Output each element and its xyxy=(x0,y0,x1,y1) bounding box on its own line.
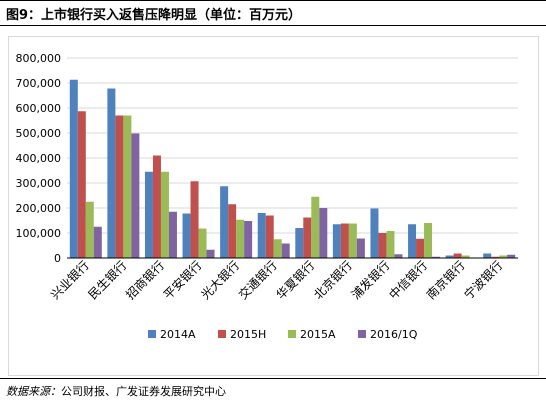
bar-2015A-3 xyxy=(198,228,207,258)
x-tick-label: 招商银行 xyxy=(123,258,168,303)
top-rule xyxy=(0,0,546,1)
bar-2015A-8 xyxy=(386,231,395,258)
bar-2015A-2 xyxy=(160,171,169,258)
bar-2015A-4 xyxy=(236,219,245,258)
y-tick-label: 0 xyxy=(54,252,61,265)
bar-2016-1Q-3 xyxy=(206,249,215,258)
legend-swatch xyxy=(218,330,226,338)
bar-2015A-9 xyxy=(424,223,433,258)
x-tick-label: 华夏银行 xyxy=(274,258,318,302)
bar-2016-1Q-11 xyxy=(507,254,516,258)
bar-2014A-1 xyxy=(107,88,116,258)
bar-2016-1Q-9 xyxy=(432,256,441,258)
bar-2015H-0 xyxy=(77,111,86,258)
legend-swatch xyxy=(148,330,156,338)
chart-frame xyxy=(8,36,539,376)
x-tick-label: 北京银行 xyxy=(311,258,355,302)
legend-label: 2015A xyxy=(300,328,336,341)
bar-2015H-9 xyxy=(416,238,425,258)
bar-2016-1Q-7 xyxy=(356,238,365,258)
x-tick-label: 浦发银行 xyxy=(348,258,393,303)
bar-2015H-8 xyxy=(378,233,387,258)
bar-2016-1Q-5 xyxy=(281,243,290,258)
x-tick-label: 南京银行 xyxy=(423,258,468,303)
bar-2015A-10 xyxy=(461,255,470,258)
bar-2015A-0 xyxy=(85,201,94,258)
x-tick-label: 平安银行 xyxy=(160,258,205,303)
bar-2014A-10 xyxy=(445,255,454,258)
legend-swatch xyxy=(358,330,366,338)
bar-2014A-3 xyxy=(182,213,191,258)
bar-2016-1Q-1 xyxy=(131,133,140,258)
legend-label: 2016/1Q xyxy=(370,328,418,341)
x-tick-label: 中信银行 xyxy=(386,258,431,303)
bar-2016-1Q-4 xyxy=(244,221,253,258)
bar-2014A-9 xyxy=(408,224,417,258)
bar-2015A-6 xyxy=(311,196,320,258)
bar-2014A-2 xyxy=(144,171,153,258)
bottom-rule xyxy=(0,378,546,379)
source-label: 数据来源： xyxy=(6,385,61,398)
bar-2015A-5 xyxy=(273,239,282,258)
bar-2015H-2 xyxy=(152,155,161,258)
bar-2015H-4 xyxy=(228,204,237,258)
x-tick-label: 交通银行 xyxy=(235,258,280,303)
bar-2015H-11 xyxy=(491,256,500,258)
bar-2014A-5 xyxy=(257,213,266,258)
y-tick-label: 100,000 xyxy=(16,227,62,240)
bar-2015A-7 xyxy=(348,223,357,258)
bar-2014A-0 xyxy=(69,79,78,258)
y-tick-label: 400,000 xyxy=(16,152,62,165)
bar-2015H-7 xyxy=(340,223,349,258)
bar-2014A-11 xyxy=(483,253,492,258)
x-tick-label: 光大银行 xyxy=(198,258,242,302)
y-tick-label: 800,000 xyxy=(16,52,62,65)
title-rule xyxy=(0,25,546,26)
bar-2015H-10 xyxy=(453,253,462,258)
figure-title: 图9：上市银行买入返售压降明显（单位：百万元） xyxy=(6,8,302,23)
bar-2015A-1 xyxy=(123,115,132,258)
legend-label: 2014A xyxy=(160,328,196,341)
bar-2015H-3 xyxy=(190,181,199,258)
source-text: 公司财报、广发证券发展研究中心 xyxy=(61,385,226,398)
x-tick-label: 民生银行 xyxy=(86,258,130,302)
source-note: 数据来源：公司财报、广发证券发展研究中心 xyxy=(6,383,226,399)
bar-2014A-4 xyxy=(220,186,229,258)
bar-2015A-11 xyxy=(499,255,508,258)
y-tick-label: 300,000 xyxy=(16,177,62,190)
bar-2015H-1 xyxy=(115,115,124,258)
bar-2014A-6 xyxy=(295,228,304,258)
y-tick-label: 200,000 xyxy=(16,202,62,215)
legend-swatch xyxy=(288,330,296,338)
figure-header: 图9：上市银行买入返售压降明显（单位：百万元） xyxy=(0,0,546,26)
bar-2016-1Q-8 xyxy=(394,254,403,258)
bar-2015H-6 xyxy=(303,217,312,258)
bar-2016-1Q-2 xyxy=(168,211,177,258)
y-tick-label: 700,000 xyxy=(16,77,62,90)
bar-2015H-5 xyxy=(265,215,274,258)
y-tick-label: 600,000 xyxy=(16,102,62,115)
legend-label: 2015H xyxy=(230,328,266,341)
bar-2016-1Q-0 xyxy=(93,226,102,258)
bar-2014A-7 xyxy=(332,224,341,258)
y-tick-label: 500,000 xyxy=(16,127,62,140)
bar-2016-1Q-6 xyxy=(319,208,328,258)
bar-2014A-8 xyxy=(370,208,379,258)
x-tick-label: 宁波银行 xyxy=(461,258,506,303)
